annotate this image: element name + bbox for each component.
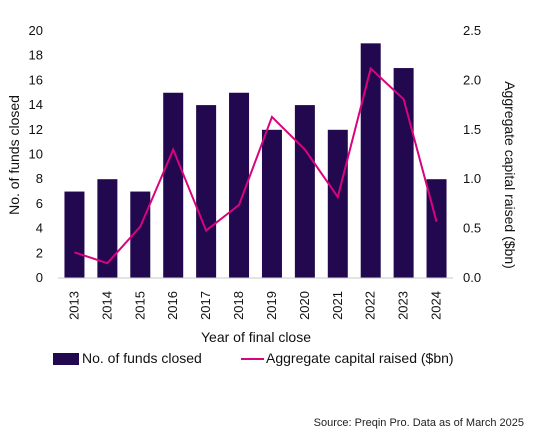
legend-line-label: Aggregate capital raised ($bn) — [266, 350, 454, 366]
left-y-tick-label: 8 — [36, 171, 43, 186]
x-tick-label: 2020 — [297, 291, 312, 320]
x-tick-label: 2019 — [264, 291, 279, 320]
x-tick-label: 2021 — [330, 291, 345, 320]
right-y-tick-label: 1.0 — [463, 171, 481, 186]
legend-bar-swatch — [53, 353, 79, 365]
x-axis-title: Year of final close — [201, 329, 311, 345]
x-tick-label: 2015 — [132, 291, 147, 320]
bar-2022 — [360, 43, 381, 278]
x-tick-label: 2022 — [363, 291, 378, 320]
right-y-tick-label: 2.0 — [463, 72, 481, 87]
bar-2017 — [196, 105, 217, 278]
source-note: Source: Preqin Pro. Data as of March 202… — [314, 417, 524, 429]
x-tick-label: 2018 — [231, 291, 246, 320]
left-y-tick-label: 6 — [36, 196, 43, 211]
left-y-tick-label: 12 — [29, 122, 43, 137]
line-series-layer — [74, 66, 438, 265]
left-y-tick-label: 16 — [29, 72, 43, 87]
right-y-tick-label: 1.5 — [463, 122, 481, 137]
bar-2013 — [64, 191, 85, 278]
bar-2016 — [163, 92, 184, 278]
right-y-tick-label: 2.5 — [463, 23, 481, 38]
left-y-tick-label: 0 — [36, 270, 43, 285]
x-axis-ticks: 2013 2014 2015 2016 2017 2018 2019 2020 2021 2022… — [66, 291, 443, 320]
bar-2018 — [229, 92, 250, 278]
right-y-tick-label: 0.0 — [463, 270, 481, 285]
left-y-tick-label: 10 — [29, 147, 43, 162]
left-y-tick-label: 2 — [36, 245, 43, 260]
x-tick-label: 2023 — [396, 291, 411, 320]
right-y-tick-label: 0.5 — [463, 221, 481, 236]
x-tick-label: 2016 — [165, 291, 180, 320]
right-y-axis-title: Aggregate capital raised ($bn) — [502, 81, 518, 269]
left-y-tick-label: 20 — [29, 23, 43, 38]
capital-raised-line — [74, 66, 438, 265]
left-y-tick-label: 4 — [36, 221, 43, 236]
right-y-axis-ticks: 0.0 0.5 1.0 1.5 2.0 2.5 — [463, 23, 481, 285]
x-tick-label: 2014 — [99, 291, 114, 320]
legend: No. of funds closed Aggregate capital ra… — [53, 350, 454, 366]
bar-2020 — [294, 105, 315, 278]
legend-bar-label: No. of funds closed — [82, 350, 202, 366]
bar-2019 — [261, 129, 282, 278]
bar-2021 — [327, 129, 348, 278]
left-y-axis-title: No. of funds closed — [6, 95, 22, 215]
x-tick-label: 2013 — [66, 291, 81, 320]
left-y-axis-ticks: 0 2 4 6 8 10 12 14 16 18 20 — [29, 23, 43, 285]
bar-2014 — [97, 179, 118, 278]
x-tick-label: 2024 — [429, 291, 444, 320]
x-tick-label: 2017 — [198, 291, 213, 320]
left-y-tick-label: 18 — [29, 48, 43, 63]
left-y-tick-label: 14 — [29, 97, 43, 112]
